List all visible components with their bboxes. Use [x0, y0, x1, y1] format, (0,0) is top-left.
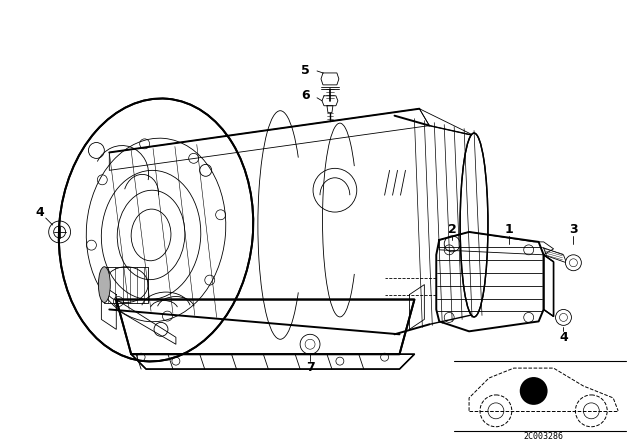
Ellipse shape	[99, 267, 110, 302]
Text: 7: 7	[306, 361, 314, 374]
Text: 4: 4	[559, 331, 568, 344]
Text: 5: 5	[301, 65, 310, 78]
Circle shape	[566, 255, 581, 271]
Text: 1: 1	[504, 224, 513, 237]
Circle shape	[556, 310, 572, 325]
Text: 3: 3	[569, 224, 578, 237]
Circle shape	[520, 377, 548, 405]
Ellipse shape	[460, 133, 488, 317]
Text: 2: 2	[448, 224, 456, 237]
Text: 4: 4	[35, 206, 44, 219]
Ellipse shape	[59, 99, 253, 362]
Text: 6: 6	[301, 89, 309, 102]
Text: 2C003286: 2C003286	[524, 432, 564, 441]
